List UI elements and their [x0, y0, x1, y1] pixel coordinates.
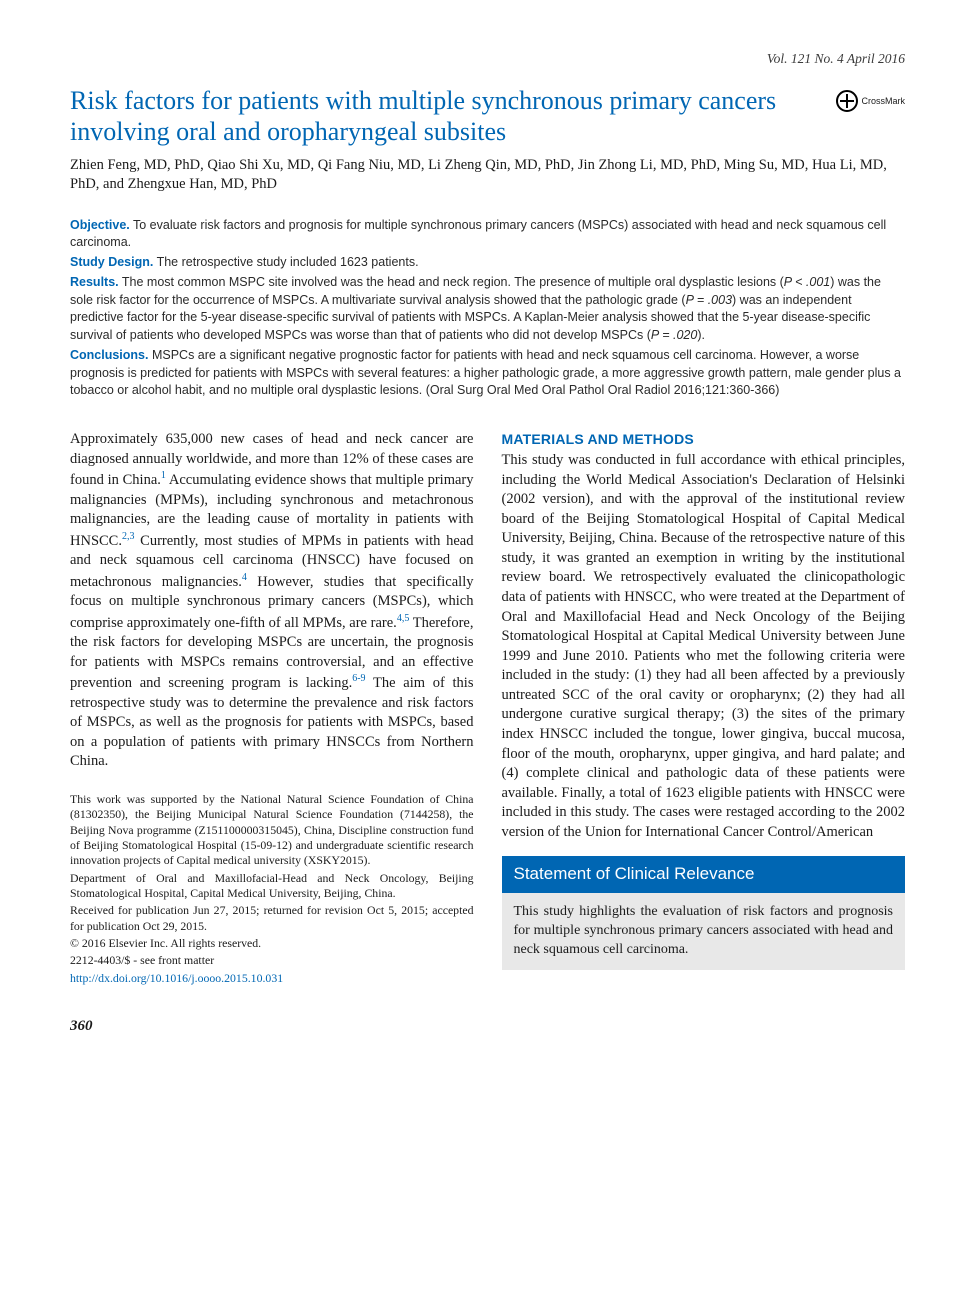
relevance-heading: Statement of Clinical Relevance: [502, 856, 906, 893]
abstract-text: MSPCs are a significant negative prognos…: [70, 348, 901, 398]
abstract-text: ).: [697, 328, 705, 342]
issn-note: 2212-4403/$ - see front matter: [70, 953, 474, 968]
abstract-design: Study Design. The retrospective study in…: [70, 254, 905, 272]
page-number: 360: [70, 1016, 905, 1036]
abstract-label: Objective.: [70, 218, 130, 232]
intro-paragraph: Approximately 635,000 new cases of head …: [70, 430, 474, 772]
crossmark-badge[interactable]: CrossMark: [836, 90, 905, 112]
crossmark-icon: [836, 90, 858, 112]
citation-ref[interactable]: 2,3: [122, 531, 135, 542]
author-list: Zhien Feng, MD, PhD, Qiao Shi Xu, MD, Qi…: [70, 156, 905, 195]
abstract-text: To evaluate risk factors and prognosis f…: [70, 218, 886, 250]
abstract-label: Study Design.: [70, 255, 153, 269]
right-column: MATERIALS AND METHODS This study was con…: [502, 430, 906, 988]
abstract-text: The most common MSPC site involved was t…: [119, 275, 784, 289]
funding-note: This work was supported by the National …: [70, 792, 474, 869]
crossmark-label: CrossMark: [861, 95, 905, 107]
affiliation-note: Department of Oral and Maxillofacial-Hea…: [70, 871, 474, 902]
history-note: Received for publication Jun 27, 2015; r…: [70, 903, 474, 934]
abstract-objective: Objective. To evaluate risk factors and …: [70, 217, 905, 253]
abstract-block: Objective. To evaluate risk factors and …: [70, 217, 905, 401]
article-title: Risk factors for patients with multiple …: [70, 86, 790, 147]
body-columns: Approximately 635,000 new cases of head …: [70, 430, 905, 988]
doi-link[interactable]: http://dx.doi.org/10.1016/j.oooo.2015.10…: [70, 971, 283, 985]
citation-ref[interactable]: 4,5: [397, 613, 410, 624]
left-column: Approximately 635,000 new cases of head …: [70, 430, 474, 988]
p-value: P = .020: [651, 328, 697, 342]
methods-heading: MATERIALS AND METHODS: [502, 430, 906, 449]
p-value: P < .001: [784, 275, 830, 289]
abstract-label: Conclusions.: [70, 348, 148, 362]
abstract-conclusions: Conclusions. MSPCs are a significant neg…: [70, 347, 905, 400]
citation-ref[interactable]: 6-9: [352, 673, 365, 684]
methods-paragraph: This study was conducted in full accorda…: [502, 451, 906, 842]
abstract-text: The retrospective study included 1623 pa…: [153, 255, 418, 269]
abstract-results: Results. The most common MSPC site invol…: [70, 274, 905, 345]
copyright-note: © 2016 Elsevier Inc. All rights reserved…: [70, 936, 474, 951]
title-row: Risk factors for patients with multiple …: [70, 86, 905, 147]
abstract-label: Results.: [70, 275, 119, 289]
clinical-relevance-box: Statement of Clinical Relevance This stu…: [502, 856, 906, 970]
footnotes-block: This work was supported by the National …: [70, 792, 474, 986]
issue-meta: Vol. 121 No. 4 April 2016: [70, 50, 905, 68]
p-value: P = .003: [686, 293, 732, 307]
relevance-body: This study highlights the evaluation of …: [502, 893, 906, 970]
